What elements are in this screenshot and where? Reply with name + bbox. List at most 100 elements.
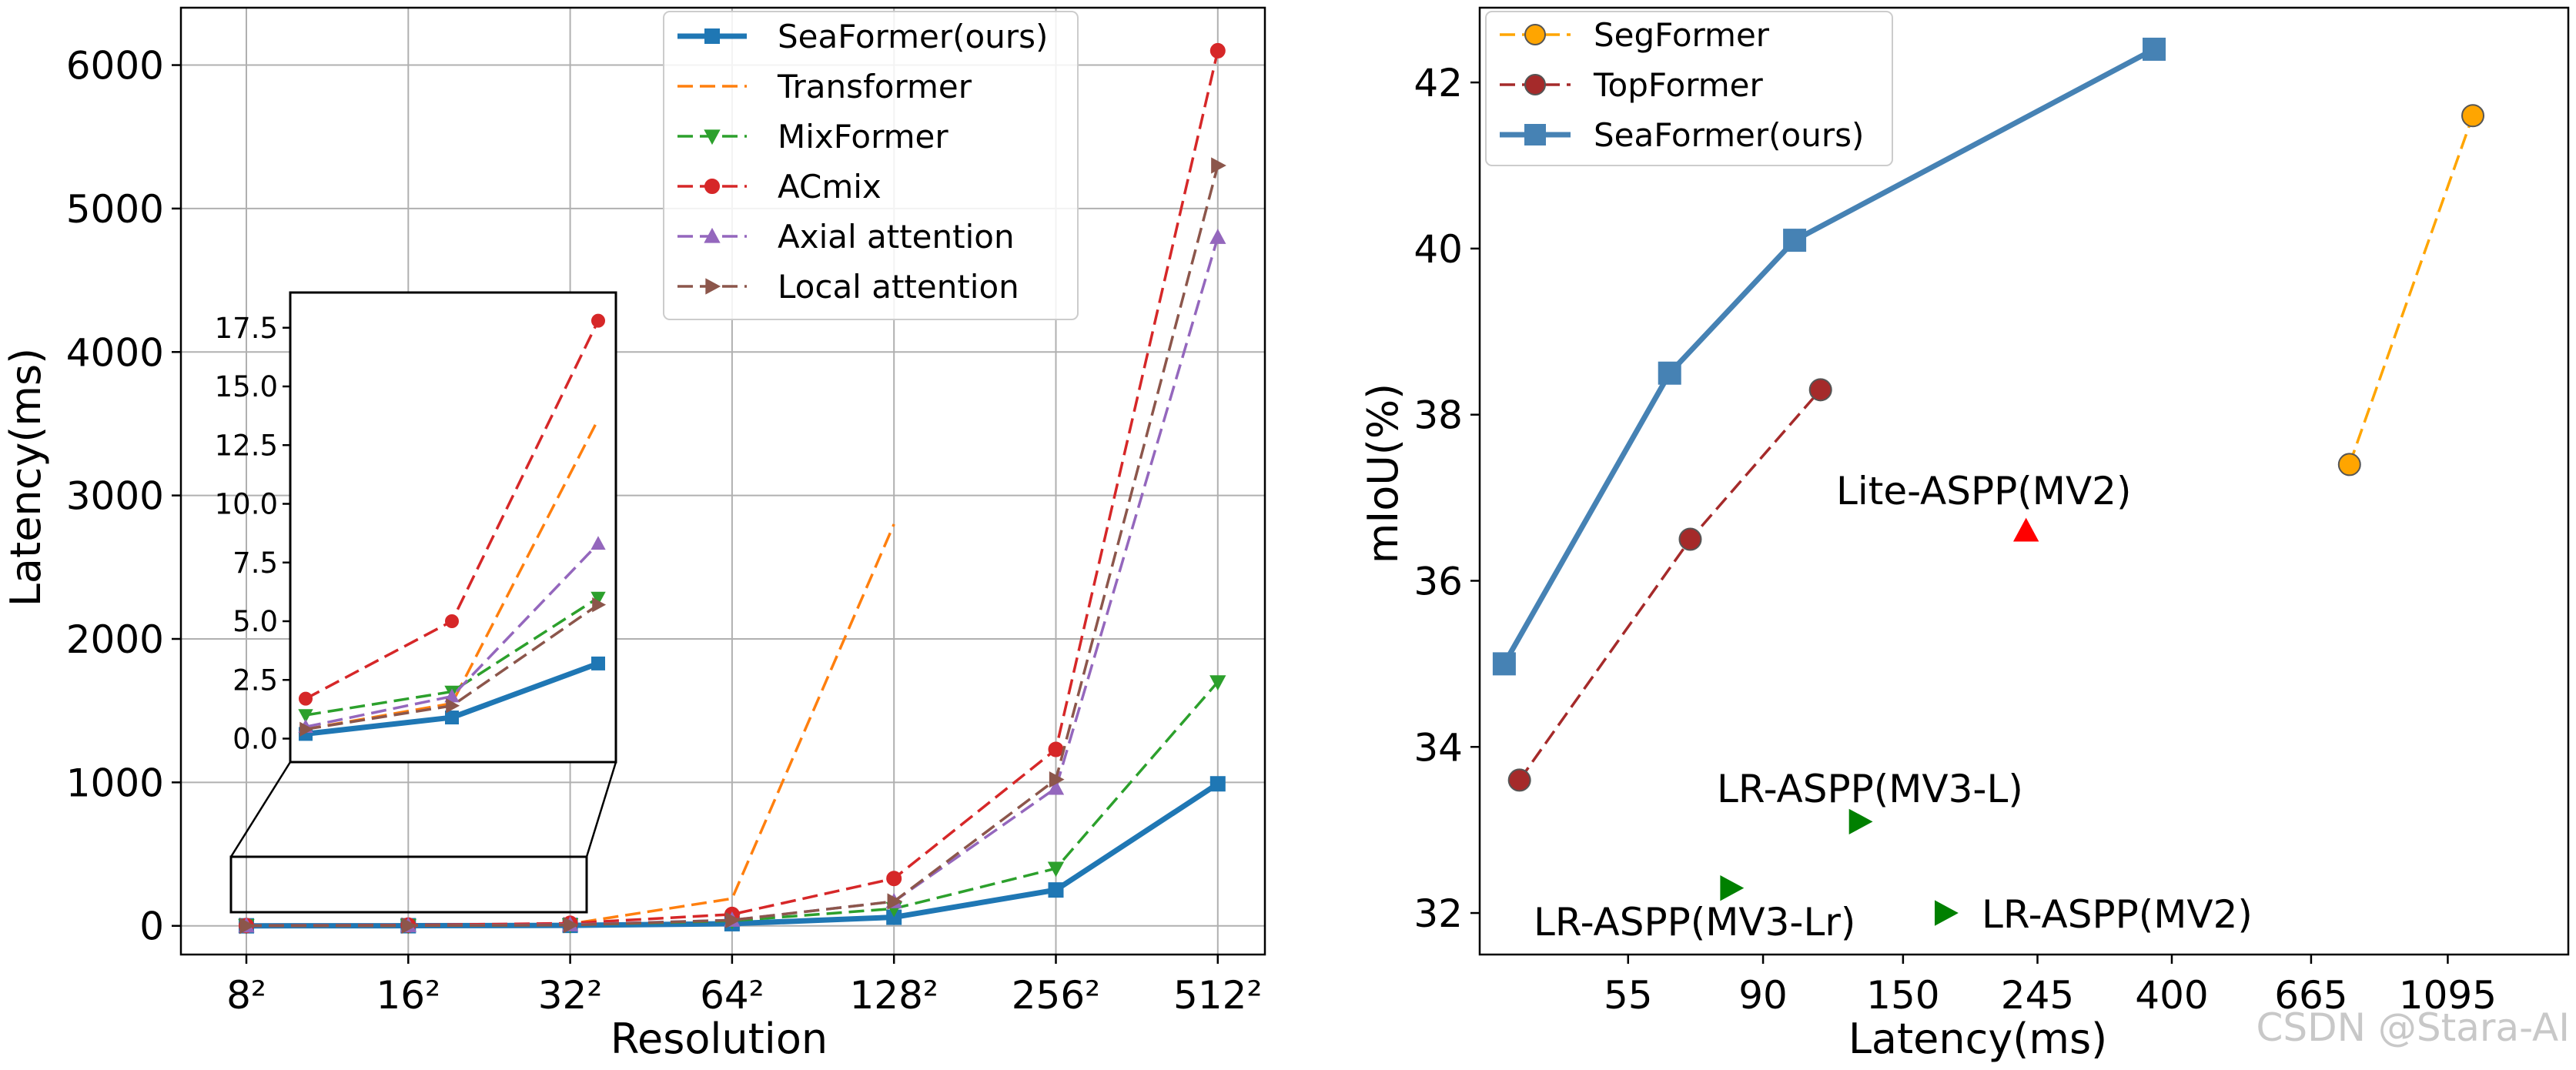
left-x-tick-label: 512² xyxy=(1173,973,1262,1018)
right-axes-frame xyxy=(1478,6,2570,956)
right-series-line xyxy=(1518,389,1822,781)
inset-chart: 0.0 2.5 5.0 7.5 10.0 12.5 15.0 17.5 xyxy=(215,291,617,764)
right-data-point xyxy=(1783,229,1807,252)
left-y-tick-label: 3000 xyxy=(66,474,164,519)
left-data-point xyxy=(1048,882,1064,898)
right-data-point xyxy=(1678,527,1702,551)
inset-y-tick-label: 15.0 xyxy=(215,370,278,403)
right-legend-marker xyxy=(1524,124,1546,145)
annotation-label: LR-ASPP(MV3-L) xyxy=(1717,767,2023,811)
zoom-connector-line xyxy=(229,761,292,858)
right-x-tick-label: 400 xyxy=(2135,973,2208,1018)
left-data-point xyxy=(1047,779,1065,795)
right-y-axis-label: mIoU(%) xyxy=(1359,383,1407,564)
inset-data-point xyxy=(299,691,313,706)
right-data-point xyxy=(1658,361,1681,385)
right-legend-label: TopFormer xyxy=(1593,66,1764,104)
left-y-tick-label: 6000 xyxy=(66,44,164,89)
annotation-label: LR-ASPP(MV2) xyxy=(1982,892,2253,937)
left-legend-marker xyxy=(704,28,720,44)
right-x-axis-label: Latency(ms) xyxy=(1848,1015,2107,1063)
right-legend-marker xyxy=(1524,24,1546,45)
right-data-point xyxy=(1808,378,1832,402)
left-data-point xyxy=(1049,771,1065,788)
left-data-point xyxy=(886,871,902,887)
right-x-tick-label: 665 xyxy=(2274,973,2347,1018)
right-data-point xyxy=(2337,453,2361,476)
right-data-point xyxy=(1507,768,1531,792)
inset-frame xyxy=(289,291,617,764)
left-data-point xyxy=(1209,229,1226,244)
inset-data-point xyxy=(590,536,606,550)
zoom-rectangle xyxy=(229,855,588,914)
left-data-point xyxy=(725,911,741,928)
left-legend-marker xyxy=(704,227,721,243)
left-x-axis-label: Resolution xyxy=(611,1015,828,1063)
zoom-connector-line xyxy=(585,761,617,858)
annotation-marker xyxy=(1720,875,1745,901)
inset-y-tick-label: 12.5 xyxy=(215,429,278,462)
left-data-point xyxy=(563,916,579,934)
left-y-tick-label: 4000 xyxy=(66,330,164,375)
right-x-tick-label: 55 xyxy=(1604,973,1653,1018)
inset-data-point xyxy=(446,698,460,714)
inset-y-tick-label: 10.0 xyxy=(215,488,278,521)
left-latency-chart: 8² 16² 32² 64² 128² 256² 512² 0 1000 2000 3000 4000… xyxy=(2,6,1266,1063)
left-legend-marker xyxy=(704,129,721,145)
left-legend-label: ACmix xyxy=(778,168,882,206)
right-y-tick-label: 40 xyxy=(1413,227,1463,272)
left-y-tick-label: 5000 xyxy=(66,187,164,232)
left-data-point xyxy=(1209,776,1226,792)
right-x-tick-label: 150 xyxy=(1866,973,1939,1018)
left-data-point xyxy=(1048,741,1064,757)
left-x-tick-label: 128² xyxy=(849,973,938,1018)
right-y-tick-label: 42 xyxy=(1413,61,1463,105)
inset-data-point xyxy=(299,721,314,737)
inset-y-tick-label: 7.5 xyxy=(233,547,278,580)
left-data-point xyxy=(239,917,256,935)
annotation-marker xyxy=(1934,900,1959,926)
inset-data-point xyxy=(298,709,313,724)
inset-series-line xyxy=(305,543,600,728)
right-y-tick-label: 36 xyxy=(1413,559,1463,604)
inset-data-point xyxy=(591,656,605,670)
annotation-label: Lite-ASPP(MV2) xyxy=(1836,469,2131,513)
right-y-tick-label: 34 xyxy=(1413,725,1463,770)
left-legend-label: Local attention xyxy=(778,268,1019,306)
inset-y-tick-label: 17.5 xyxy=(215,312,278,345)
right-legend-label: SeaFormer(ours) xyxy=(1594,116,1864,154)
right-legend-box xyxy=(1485,11,1893,166)
left-legend-box xyxy=(663,11,1079,320)
right-miou-chart: Lite-ASPP(MV2) LR-ASPP(MV3-L) LR-ASPP(MV3-… xyxy=(1359,6,2570,1063)
left-y-tick-label: 0 xyxy=(139,904,164,949)
annotation-label: LR-ASPP(MV3-Lr) xyxy=(1534,900,1855,945)
left-data-point xyxy=(1211,157,1226,174)
left-x-tick-label: 256² xyxy=(1012,973,1100,1018)
right-x-tick-label: 1095 xyxy=(2399,973,2497,1018)
left-x-tick-label: 32² xyxy=(538,973,603,1018)
left-data-point xyxy=(1209,675,1226,691)
inset-data-point xyxy=(592,597,607,613)
left-y-tick-label: 2000 xyxy=(66,617,164,662)
right-series-line xyxy=(2348,115,2474,466)
right-x-tick-label: 90 xyxy=(1738,973,1788,1018)
left-x-tick-label: 16² xyxy=(376,973,440,1018)
left-data-point xyxy=(1209,42,1226,59)
left-legend-marker xyxy=(704,179,720,194)
inset-data-point xyxy=(590,591,606,606)
left-x-tick-label: 64² xyxy=(700,973,764,1018)
watermark-text: CSDN @Stara-AI xyxy=(2256,1005,2570,1050)
left-data-point xyxy=(1047,861,1065,878)
right-data-point xyxy=(2461,104,2485,128)
left-data-point xyxy=(887,893,903,910)
right-legend: SegFormer TopFormer SeaFormer(ours) xyxy=(1485,11,1893,166)
right-legend-marker xyxy=(1524,74,1546,95)
left-y-tick-label: 1000 xyxy=(66,761,164,805)
left-legend-label: SeaFormer(ours) xyxy=(778,18,1048,55)
left-x-tick-label: 8² xyxy=(226,973,266,1018)
left-legend-label: MixFormer xyxy=(778,118,948,155)
left-legend-label: Transformer xyxy=(777,68,972,105)
left-legend-marker xyxy=(705,278,721,295)
right-y-tick-label: 32 xyxy=(1413,891,1463,936)
inset-y-tick-label: 0.0 xyxy=(233,723,278,756)
